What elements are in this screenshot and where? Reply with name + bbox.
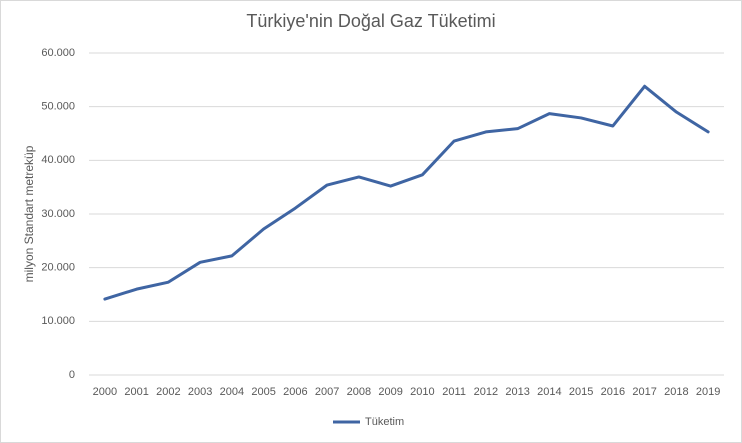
x-tick-label: 2007 bbox=[315, 386, 339, 398]
x-tick-label: 2009 bbox=[378, 386, 402, 398]
x-tick-label: 2014 bbox=[537, 386, 561, 398]
y-tick-label: 60.000 bbox=[41, 47, 75, 59]
x-tick-label: 2012 bbox=[474, 386, 498, 398]
x-tick-label: 2017 bbox=[632, 386, 656, 398]
x-tick-label: 2000 bbox=[93, 386, 117, 398]
line-series bbox=[103, 84, 710, 301]
x-tick-label: 2005 bbox=[251, 386, 275, 398]
y-axis-label: milyon Standart metreküp bbox=[22, 145, 36, 282]
x-tick-label: 2003 bbox=[188, 386, 212, 398]
x-tick-label: 2018 bbox=[664, 386, 688, 398]
x-tick-label: 2010 bbox=[410, 386, 434, 398]
x-tick-label: 2011 bbox=[442, 386, 466, 398]
chart-title: Türkiye'nin Doğal Gaz Tüketimi bbox=[246, 11, 495, 31]
y-tick-label: 30.000 bbox=[41, 208, 75, 220]
y-tick-label: 50.000 bbox=[41, 101, 75, 113]
x-tick-label: 2006 bbox=[283, 386, 307, 398]
x-tick-label: 2008 bbox=[347, 386, 371, 398]
y-tick-label: 20.000 bbox=[41, 262, 75, 274]
y-tick-label: 0 bbox=[69, 369, 75, 381]
x-tick-label: 2002 bbox=[156, 386, 180, 398]
x-tick-label: 2001 bbox=[124, 386, 148, 398]
x-tick-label: 2004 bbox=[220, 386, 244, 398]
y-tick-label: 10.000 bbox=[41, 315, 75, 327]
x-tick-label: 2015 bbox=[569, 386, 593, 398]
x-tick-label: 2013 bbox=[505, 386, 529, 398]
x-tick-label: 2019 bbox=[696, 386, 720, 398]
legend-label: Tüketim bbox=[365, 416, 404, 428]
x-tick-label: 2016 bbox=[601, 386, 625, 398]
y-tick-label: 40.000 bbox=[41, 154, 75, 166]
